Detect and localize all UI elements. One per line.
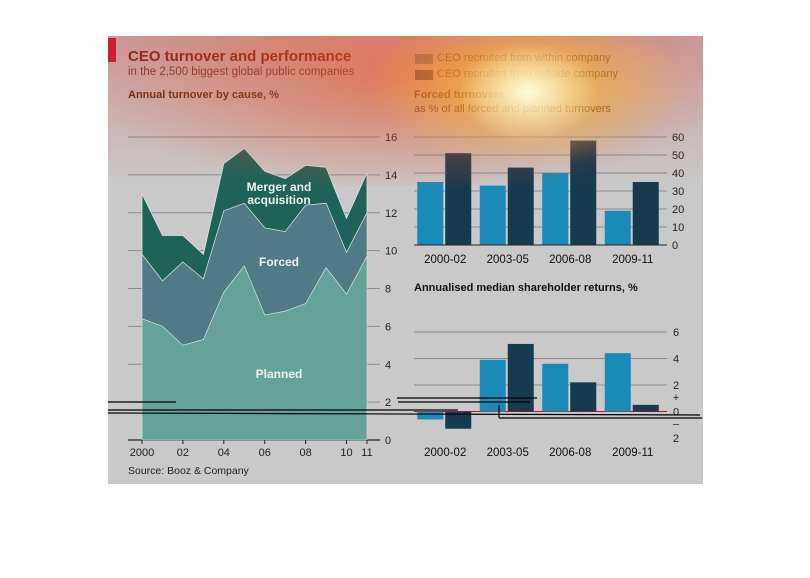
- bar1-x-tick-label: 2003-05: [487, 254, 529, 266]
- bar2-bar: [632, 404, 659, 412]
- annotation-line: [107, 412, 701, 416]
- area-series-label: Merger and: [247, 180, 312, 194]
- area-x-tick-label: 02: [177, 447, 189, 459]
- bar2-y-tick-label: 4: [673, 354, 679, 366]
- bar1-y-tick-label: 0: [672, 240, 678, 252]
- area-x-tick-label: 10: [340, 447, 352, 459]
- bar1-x-tick-label: 2000-02: [424, 254, 466, 266]
- bar2-bar: [507, 343, 534, 412]
- bar2-y-tick-label: 2: [673, 433, 679, 445]
- bar2-bar: [542, 363, 569, 412]
- bar1-y-tick-label: 30: [672, 186, 684, 198]
- bar2-title: Annualised median shareholder returns, %: [414, 282, 638, 294]
- area-series-label: Planned: [256, 367, 303, 381]
- bar1-bar: [604, 210, 631, 245]
- bar2-bar: [479, 359, 506, 412]
- area-x-tick-label: 2000: [130, 447, 154, 459]
- bar1-bar: [542, 173, 569, 245]
- bar2-x-tick-label: 2000-02: [424, 447, 466, 459]
- bar2-y-tick-label: 6: [673, 327, 679, 339]
- area-series-label: acquisition: [247, 193, 310, 207]
- bar2-bar: [570, 382, 597, 412]
- bar2-x-tick-label: 2009-11: [612, 447, 653, 459]
- area-y-tick-label: 6: [385, 321, 391, 333]
- area-y-tick-label: 8: [385, 284, 391, 296]
- bar1-y-tick-label: 40: [672, 168, 684, 180]
- source-note: Source: Booz & Company: [128, 465, 249, 477]
- bar1-y-tick-label: 10: [672, 222, 684, 234]
- area-y-tick-label: 14: [385, 170, 397, 182]
- bar1-bar: [507, 167, 534, 245]
- bar2-y-tick-label: –: [673, 418, 680, 430]
- bar2-bar: [417, 411, 444, 420]
- area-y-tick-label: 0: [385, 435, 391, 447]
- bar2-x-tick-label: 2003-05: [487, 447, 529, 459]
- area-y-tick-label: 12: [385, 208, 397, 220]
- area-x-tick-label: 04: [218, 447, 230, 459]
- bar1-bar: [479, 185, 506, 245]
- bar1-x-tick-label: 2006-08: [549, 254, 591, 266]
- bar2-bar: [604, 353, 631, 412]
- area-x-tick-label: 08: [300, 447, 312, 459]
- bar1-y-tick-label: 50: [672, 150, 684, 162]
- area-y-tick-label: 10: [385, 246, 397, 258]
- bar1-x-tick-label: 2009-11: [612, 254, 653, 266]
- area-y-tick-label: 16: [385, 132, 397, 144]
- area-y-tick-label: 4: [385, 359, 391, 371]
- bar2-x-tick-label: 2006-08: [549, 447, 591, 459]
- area-x-tick-label: 06: [259, 447, 271, 459]
- bar2-y-tick-label: 2: [673, 380, 679, 392]
- bar1-bar: [570, 140, 597, 245]
- bar1-bar: [445, 153, 472, 245]
- bar1-bar: [417, 182, 444, 245]
- bar1-y-tick-label: 60: [672, 132, 684, 144]
- bar1-y-tick-label: 20: [672, 204, 684, 216]
- bar2-bar: [445, 411, 472, 429]
- area-y-tick-label: 2: [385, 397, 391, 409]
- area-x-tick-label: 11: [361, 447, 372, 459]
- area-series-label: Forced: [259, 255, 299, 269]
- bar2-y-tick-label: +: [673, 392, 679, 404]
- bar2-y-tick-label: 0: [673, 407, 679, 419]
- bar1-bar: [632, 182, 659, 245]
